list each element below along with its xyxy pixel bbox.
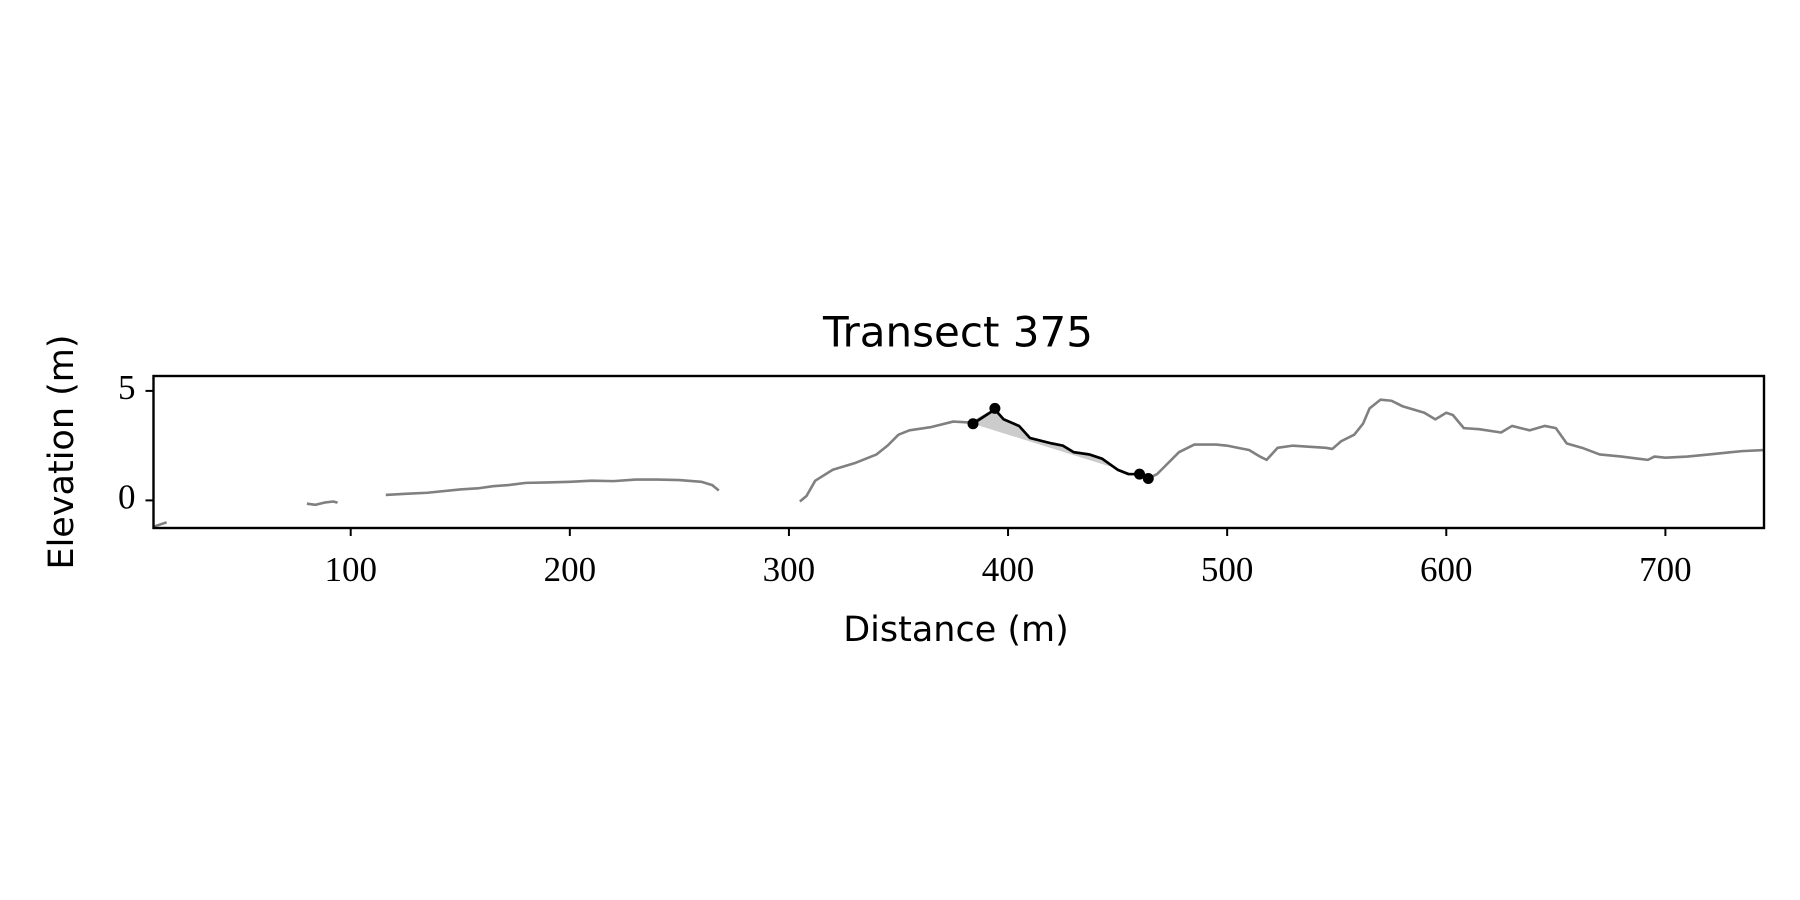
point — [989, 402, 1001, 414]
x-tick-label: 700 — [1639, 550, 1692, 589]
x-tick-label: 200 — [544, 550, 597, 589]
point — [967, 418, 979, 430]
y-tick-label: 0 — [118, 477, 136, 516]
point — [1142, 473, 1154, 485]
x-tick-label: 300 — [763, 550, 816, 589]
x-tick-label: 100 — [324, 550, 377, 589]
x-tick-label: 500 — [1201, 550, 1254, 589]
plot-frame — [152, 374, 1766, 530]
y-axis-label: Elevation (m) — [42, 334, 82, 569]
point — [1134, 468, 1146, 480]
chart-title: Transect 375 — [822, 308, 1093, 357]
profile-line — [153, 398, 1764, 528]
y-tick-label: 5 — [118, 368, 136, 407]
x-axis-label: Distance (m) — [843, 610, 1069, 650]
profile-line — [972, 408, 1149, 480]
x-tick-label: 400 — [982, 550, 1035, 589]
x-tick-label: 600 — [1420, 550, 1473, 589]
